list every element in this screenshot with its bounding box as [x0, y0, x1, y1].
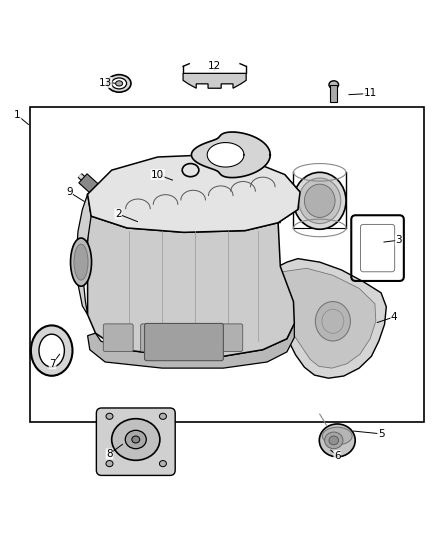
Polygon shape — [253, 259, 386, 378]
Text: 3: 3 — [395, 235, 402, 245]
Polygon shape — [76, 194, 91, 314]
Ellipse shape — [116, 81, 123, 86]
Ellipse shape — [125, 430, 146, 449]
Ellipse shape — [74, 244, 88, 280]
Ellipse shape — [329, 436, 339, 445]
Ellipse shape — [329, 81, 339, 88]
Text: 4: 4 — [391, 312, 398, 322]
Bar — [330, 85, 337, 102]
Text: 12: 12 — [208, 61, 221, 71]
Polygon shape — [88, 324, 294, 368]
Ellipse shape — [325, 432, 343, 449]
FancyBboxPatch shape — [145, 324, 223, 361]
FancyBboxPatch shape — [178, 324, 208, 351]
Text: 7: 7 — [49, 359, 56, 369]
Polygon shape — [88, 194, 294, 356]
Ellipse shape — [39, 334, 64, 367]
Text: 5: 5 — [378, 429, 385, 439]
Polygon shape — [278, 174, 300, 223]
Text: 11: 11 — [364, 88, 377, 99]
FancyBboxPatch shape — [96, 408, 175, 475]
Polygon shape — [275, 268, 376, 368]
Bar — [30, 107, 424, 422]
Ellipse shape — [322, 427, 352, 445]
Ellipse shape — [106, 413, 113, 419]
Ellipse shape — [31, 326, 73, 376]
Ellipse shape — [107, 75, 131, 92]
Text: 6: 6 — [334, 451, 341, 461]
Polygon shape — [183, 74, 246, 88]
FancyBboxPatch shape — [103, 324, 133, 351]
Ellipse shape — [159, 413, 166, 419]
Text: 1: 1 — [14, 110, 21, 120]
Ellipse shape — [106, 461, 113, 467]
Ellipse shape — [71, 238, 92, 286]
Ellipse shape — [299, 178, 341, 223]
Ellipse shape — [112, 78, 127, 89]
Ellipse shape — [304, 184, 335, 217]
Text: 8: 8 — [106, 449, 113, 459]
Polygon shape — [79, 174, 113, 206]
Ellipse shape — [132, 436, 140, 443]
Ellipse shape — [319, 424, 355, 457]
Ellipse shape — [293, 172, 346, 229]
Text: 13: 13 — [99, 77, 112, 87]
Text: 2: 2 — [115, 209, 122, 219]
Ellipse shape — [159, 461, 166, 467]
FancyBboxPatch shape — [141, 324, 170, 351]
Polygon shape — [207, 142, 244, 167]
Ellipse shape — [112, 419, 160, 461]
Ellipse shape — [315, 302, 350, 341]
FancyBboxPatch shape — [213, 324, 243, 351]
Polygon shape — [191, 132, 270, 177]
Text: 10: 10 — [151, 169, 164, 180]
Polygon shape — [88, 155, 300, 232]
Text: 9: 9 — [66, 187, 73, 197]
